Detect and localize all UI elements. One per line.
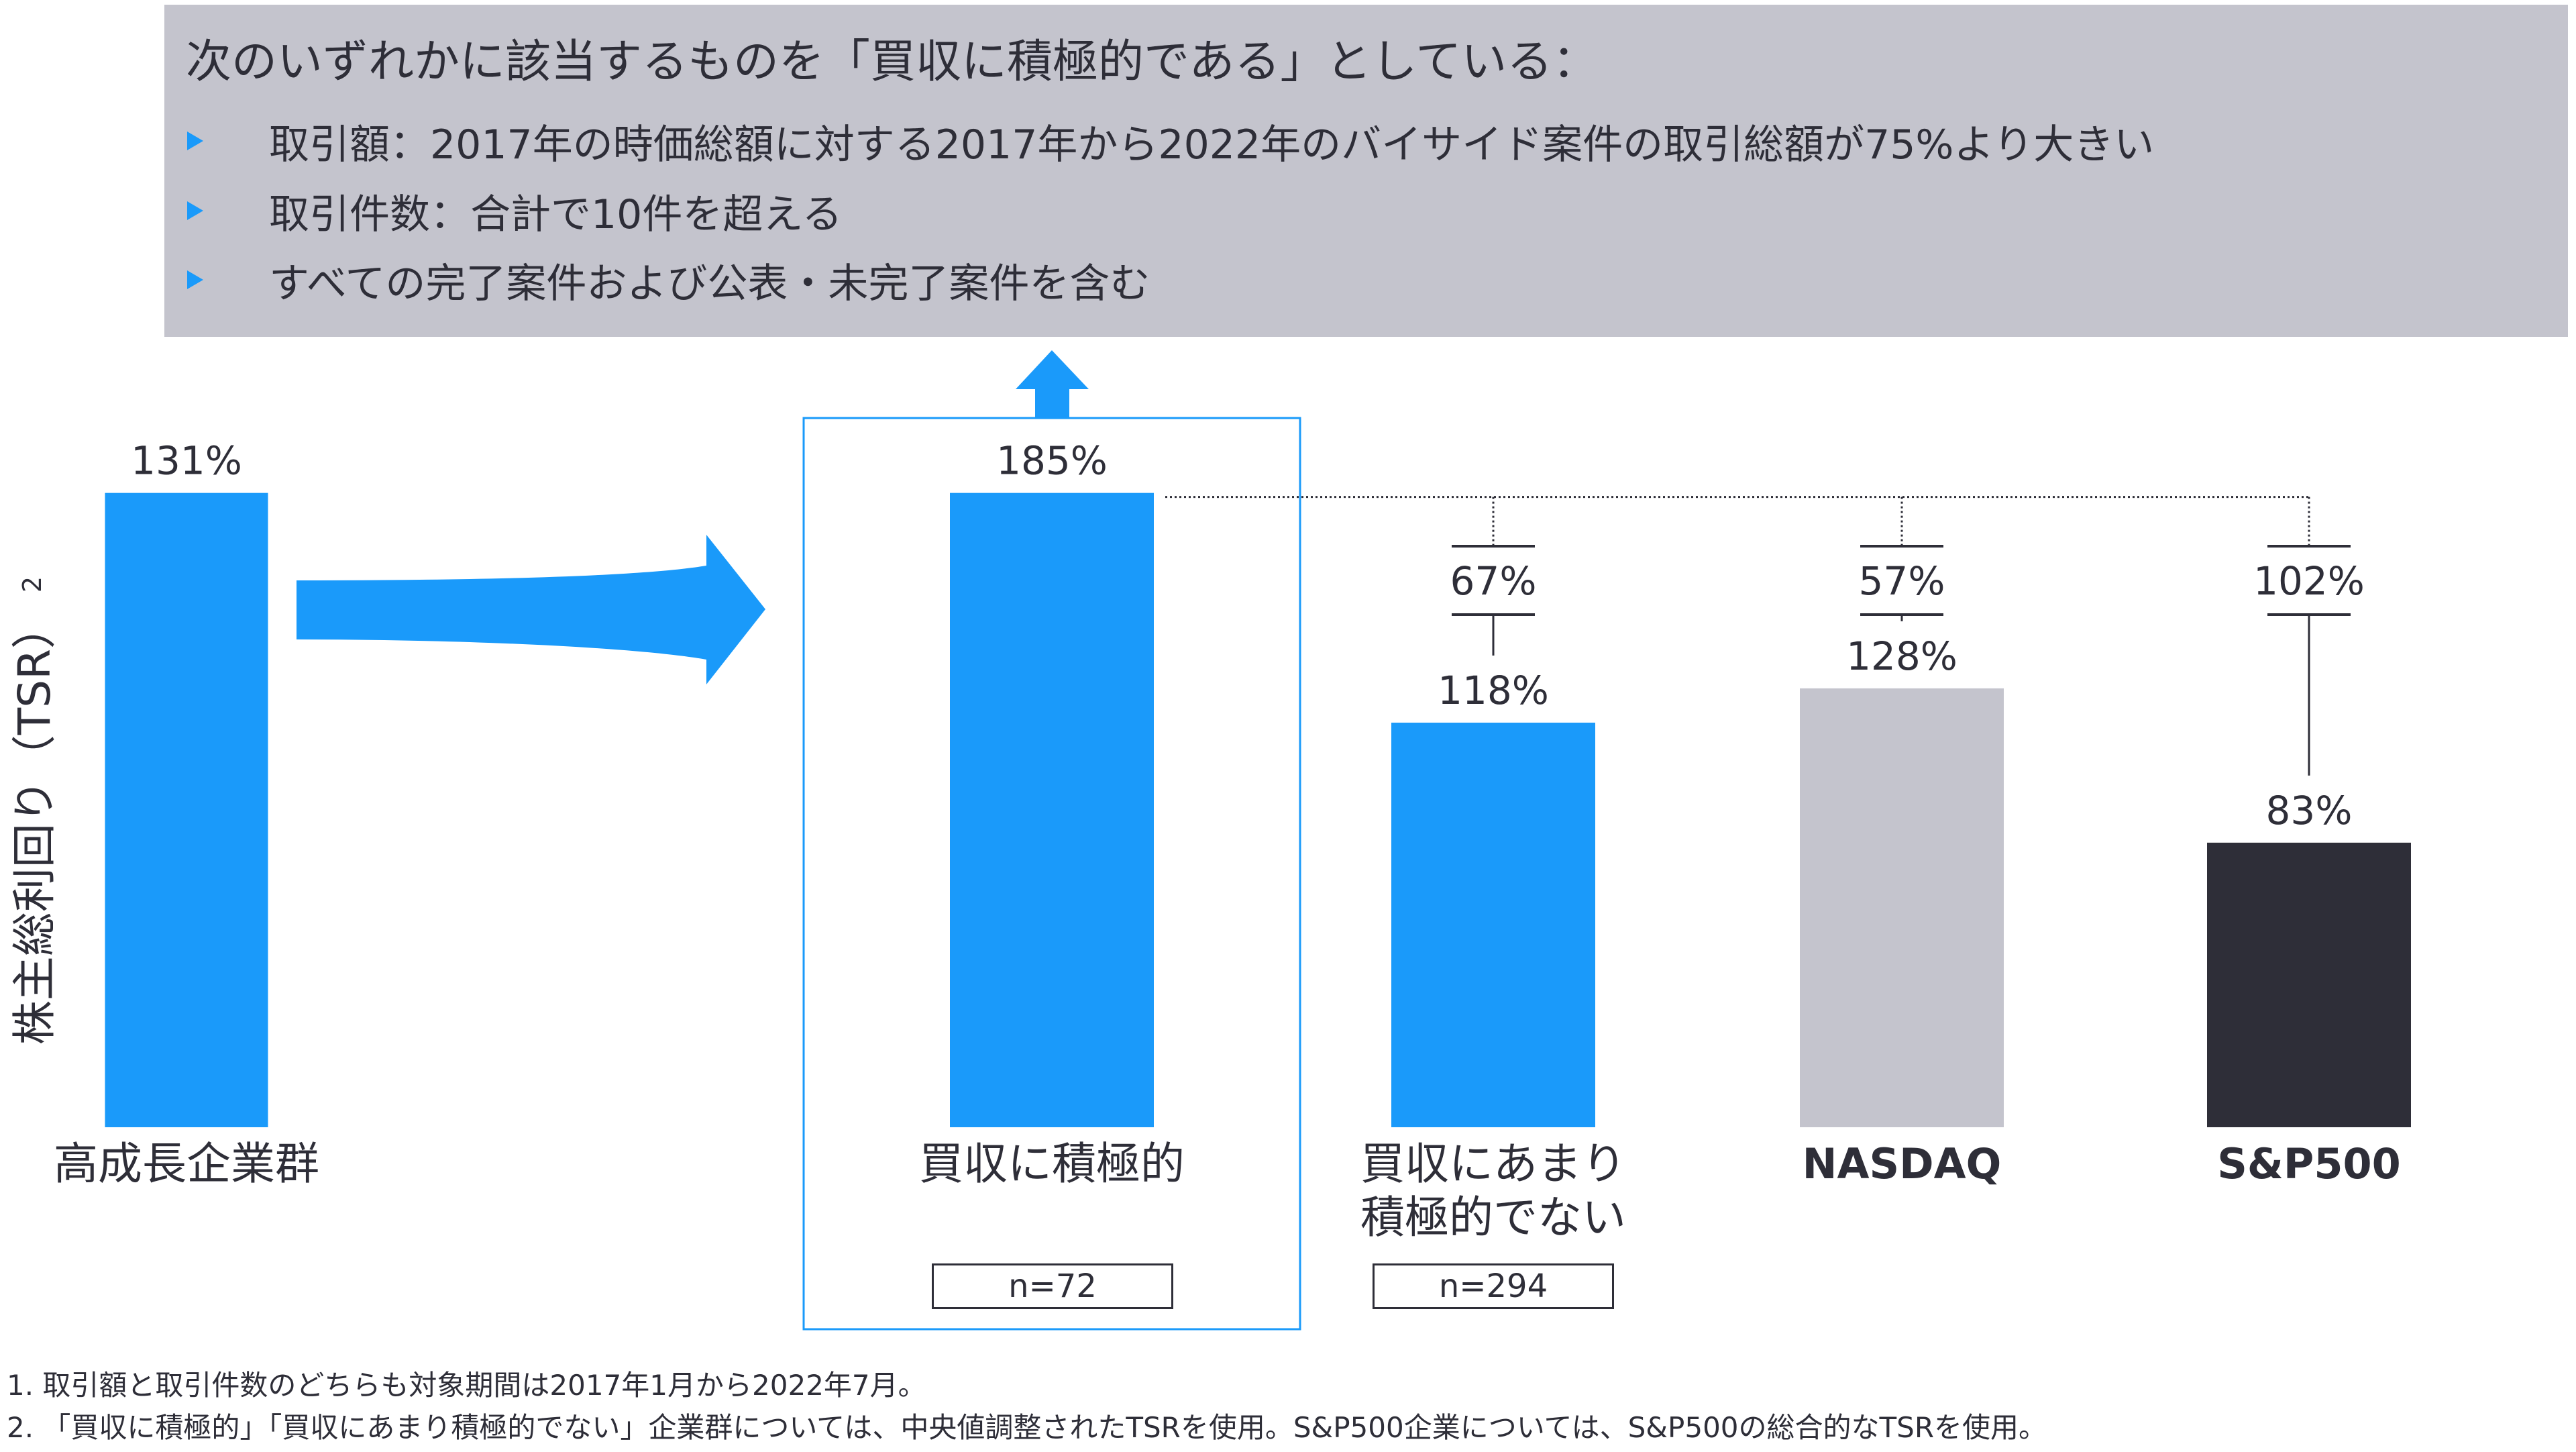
bar: [1391, 723, 1595, 1127]
category-label: S&P500: [2217, 1139, 2401, 1188]
category-label: 買収にあまり 積極的でない: [1360, 1138, 1626, 1243]
bar: [105, 492, 268, 1127]
bar-value-label: 185%: [996, 438, 1108, 484]
criteria-bullet-text: 取引件数：合計で10件を超える: [269, 191, 843, 238]
bar-value-label: 128%: [1846, 633, 1957, 679]
difference-label: 57%: [1859, 558, 1945, 604]
criteria-box: 次のいずれかに該当するものを「買収に積極的である」としている： 取引額：2017…: [164, 5, 2568, 337]
bar: [2207, 842, 2411, 1127]
difference-label: 67%: [1450, 558, 1537, 604]
criteria-bullet-text: すべての完了案件および公表・未完了案件を含む: [269, 260, 1150, 307]
bar: [950, 492, 1154, 1127]
arrow-right-icon: [297, 535, 765, 684]
bar-value-label: 83%: [2266, 788, 2353, 833]
criteria-bullet: 取引額：2017年の時価総額に対する2017年から2022年のバイサイド案件の取…: [187, 114, 2154, 168]
sample-size-badge: n=294: [1373, 1263, 1614, 1309]
footnote: 1. 取引額と取引件数のどちらも対象期間は2017年1月から2022年7月。: [7, 1369, 926, 1402]
criteria-bullet: すべての完了案件および公表・未完了案件を含む: [187, 253, 1150, 307]
bar-value-label: 131%: [131, 438, 242, 484]
category-label: 買収に積極的: [919, 1138, 1185, 1190]
footnote: 2. 「買収に積極的」「買収にあまり積極的でない」企業群については、中央値調整さ…: [7, 1411, 2047, 1444]
category-label: NASDAQ: [1802, 1139, 2002, 1188]
arrow-up-icon: [1016, 350, 1089, 419]
difference-bracket: 67%: [1450, 497, 1537, 656]
triangle-right-icon: [187, 201, 203, 220]
category-label: 高成長企業群: [54, 1138, 319, 1190]
triangle-right-icon: [187, 132, 203, 150]
sample-size-badge: n=72: [932, 1263, 1173, 1309]
triangle-right-icon: [187, 270, 203, 289]
criteria-bullet: 取引件数：合計で10件を超える: [187, 184, 843, 238]
bar: [1800, 688, 2004, 1127]
difference-bracket: 102%: [2253, 497, 2365, 776]
criteria-bullet-text: 取引額：2017年の時価総額に対する2017年から2022年のバイサイド案件の取…: [269, 121, 2155, 168]
criteria-title: 次のいずれかに該当するものを「買収に積極的である」としている：: [186, 36, 1599, 89]
difference-label: 102%: [2253, 558, 2365, 604]
bar-value-label: 118%: [1438, 668, 1549, 713]
difference-bracket: 57%: [1859, 497, 1945, 621]
